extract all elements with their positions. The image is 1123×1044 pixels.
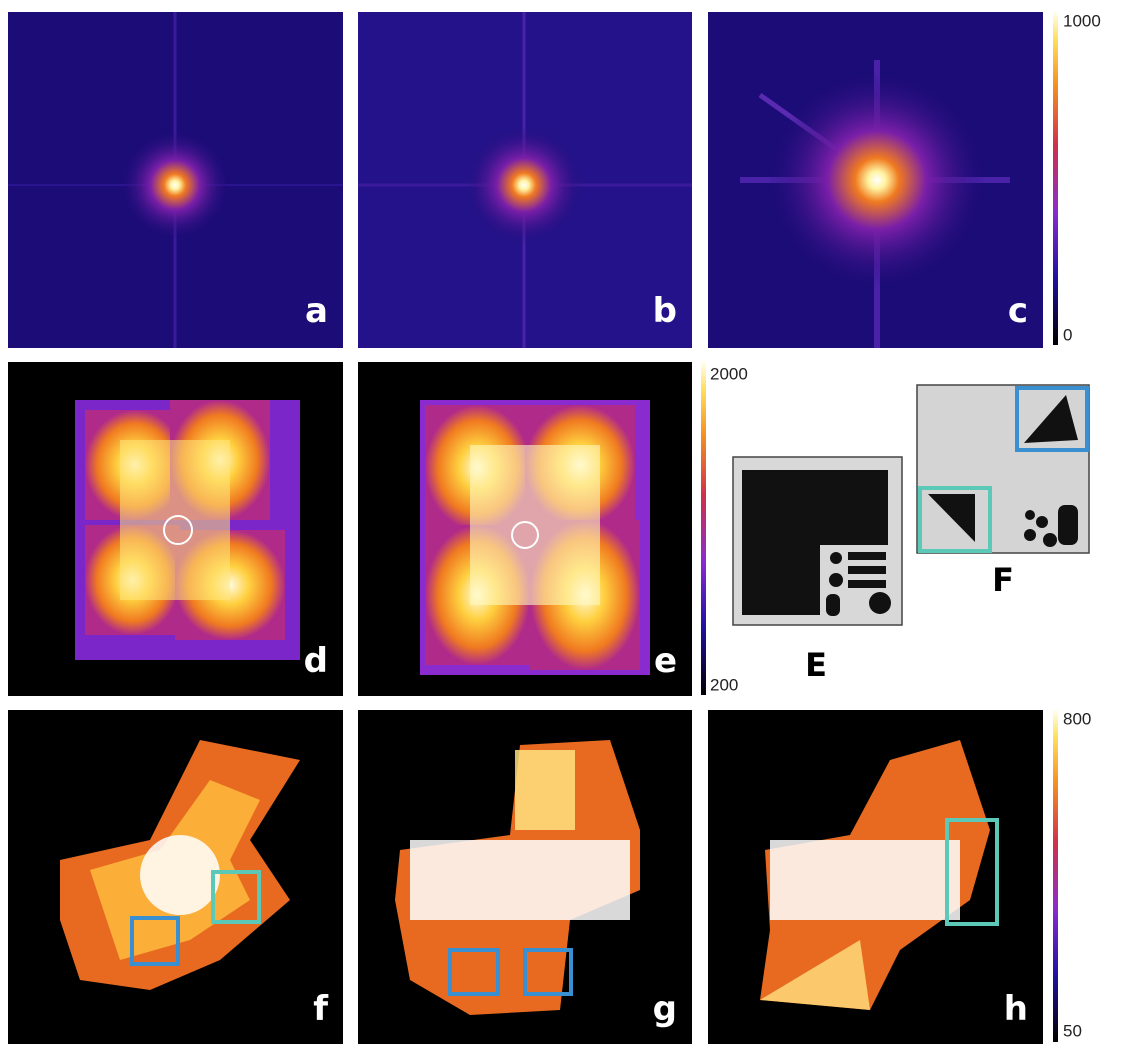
panel-c <box>708 12 1043 348</box>
panel-label: a <box>305 291 328 331</box>
colorbar-max: 800 <box>1063 709 1091 728</box>
colorbar <box>1053 710 1058 1042</box>
panel-e <box>358 362 692 696</box>
inset-label: E <box>805 646 827 684</box>
panel-label: b <box>653 291 677 331</box>
colorbar-max: 1000 <box>1063 11 1101 30</box>
inset-label: F <box>992 561 1014 599</box>
panel-label: h <box>1004 989 1028 1029</box>
inset-F <box>916 384 1090 554</box>
panel-d <box>8 362 343 696</box>
panel-label: e <box>654 641 677 681</box>
panel-label: g <box>653 989 677 1029</box>
colorbar-min: 200 <box>710 675 738 694</box>
inset-E <box>732 456 903 626</box>
panel-h <box>708 710 1043 1044</box>
panel-label: d <box>304 641 328 681</box>
panel-f <box>8 710 343 1044</box>
colorbar-min: 50 <box>1063 1021 1082 1040</box>
colorbar-max: 2000 <box>710 364 748 383</box>
panel-label: f <box>313 989 329 1029</box>
colorbar <box>1053 12 1058 345</box>
panel-a <box>8 12 343 348</box>
colorbar <box>701 362 706 695</box>
panel-label: c <box>1008 291 1028 331</box>
panel-b <box>358 12 692 348</box>
colorbar-min: 0 <box>1063 325 1072 344</box>
panel-g <box>358 710 692 1044</box>
